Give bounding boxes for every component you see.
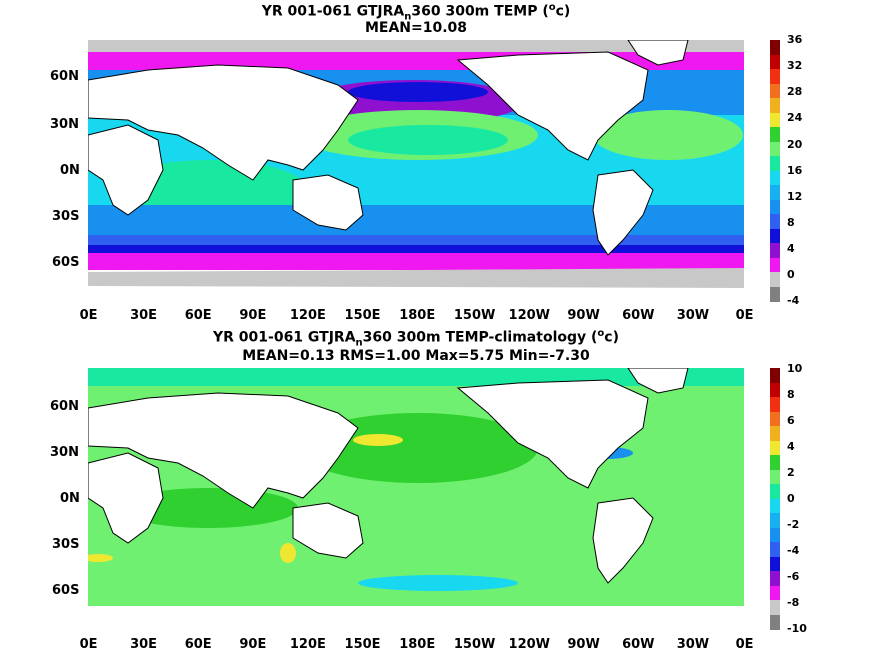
lon-label: 60W — [622, 308, 655, 323]
arctic-ice — [88, 40, 744, 52]
lon-label: 120W — [508, 637, 551, 652]
lon-label: 180E — [399, 637, 436, 652]
cb1-label: 20 — [787, 138, 803, 151]
lat-label: 30S — [52, 209, 80, 224]
cb1-label: 36 — [787, 33, 803, 46]
eurasia — [88, 64, 359, 181]
greenland — [627, 368, 689, 394]
cb1-label: 24 — [787, 111, 803, 124]
lon-label: 0E — [79, 308, 98, 323]
lon-label: 60E — [184, 637, 212, 652]
cb2-label: 10 — [787, 362, 803, 375]
australia — [292, 502, 364, 559]
lon-label: 30W — [676, 637, 710, 652]
lon-label: 60W — [622, 637, 655, 652]
north-america — [456, 51, 649, 161]
cb2-label: -10 — [787, 622, 807, 635]
cb2-label: -6 — [787, 570, 800, 583]
lat-label: 60S — [52, 255, 80, 270]
lon-label: 0E — [735, 637, 754, 652]
north-america — [456, 379, 649, 489]
lon-label: 30W — [676, 308, 710, 323]
lat-label: 60S — [52, 583, 80, 598]
panel1-title: YR 001-061 GTJRAn360 300m TEMP (oc) — [261, 2, 571, 23]
greenland — [627, 40, 689, 66]
cb1-label: 4 — [787, 242, 795, 255]
lon-label: 90W — [567, 308, 600, 323]
continents — [88, 40, 689, 256]
cb2-label: 0 — [787, 492, 795, 505]
panel1-stats: MEAN=10.08 — [364, 20, 468, 36]
lon-label: 90E — [239, 308, 267, 323]
natl-subtropical — [593, 110, 743, 160]
cb1-label: 8 — [787, 216, 795, 229]
panel1-colorbar — [770, 40, 780, 302]
acc-navy — [88, 245, 744, 255]
cb1-label: 12 — [787, 190, 803, 203]
panel2-map — [88, 368, 744, 630]
lon-label: 150W — [453, 637, 496, 652]
panel2-colorbar — [770, 368, 780, 630]
eurasia — [88, 392, 359, 509]
cb2-label: 2 — [787, 466, 795, 479]
cb2-label: 6 — [787, 414, 795, 427]
lat-label: 0N — [60, 163, 80, 178]
cb2-label: 4 — [787, 440, 795, 453]
lon-label: 150W — [453, 308, 496, 323]
lon-label: 180E — [399, 308, 436, 323]
lon-label: 30E — [130, 637, 158, 652]
africa — [88, 124, 164, 216]
lon-label: 0E — [735, 308, 754, 323]
cb1-label: 16 — [787, 164, 803, 177]
cb2-label: -4 — [787, 544, 800, 557]
southern-cool — [358, 575, 518, 591]
panel2-stats: MEAN=0.13 RMS=1.00 Max=5.75 Min=-7.30 — [242, 348, 590, 364]
cb1-label: 0 — [787, 268, 795, 281]
cb1-label: -4 — [787, 294, 800, 307]
cb2-label: 8 — [787, 388, 795, 401]
lat-label: 30N — [50, 117, 79, 132]
cb1-label: 32 — [787, 59, 803, 72]
lon-label: 120E — [289, 637, 326, 652]
lon-label: 120E — [289, 308, 326, 323]
lon-label: 30E — [130, 308, 158, 323]
lat-label: 0N — [60, 491, 80, 506]
lon-label: 120W — [508, 308, 551, 323]
africa — [88, 452, 164, 544]
lat-label: 60N — [50, 69, 79, 84]
panel2-title: YR 001-061 GTJRAn360 300m TEMP-climatolo… — [213, 328, 619, 349]
panel1-map — [88, 40, 744, 302]
lat-label: 60N — [50, 399, 79, 414]
kuroshio-warm — [353, 434, 403, 446]
south-america — [592, 169, 654, 256]
lon-label: 90E — [239, 637, 267, 652]
cb2-label: -8 — [787, 596, 800, 609]
lat-label: 30N — [50, 445, 79, 460]
australia — [292, 174, 364, 231]
lon-label: 90W — [567, 637, 600, 652]
lon-label: 60E — [184, 308, 212, 323]
continents — [88, 368, 689, 584]
lat-label: 30S — [52, 537, 80, 552]
lon-label: 0E — [79, 637, 98, 652]
cb1-label: 28 — [787, 85, 803, 98]
lon-label: 150E — [344, 637, 381, 652]
antarctic-magenta — [88, 253, 744, 273]
cb2-label: -2 — [787, 518, 800, 531]
south-america — [592, 497, 654, 584]
lon-label: 150E — [344, 308, 381, 323]
